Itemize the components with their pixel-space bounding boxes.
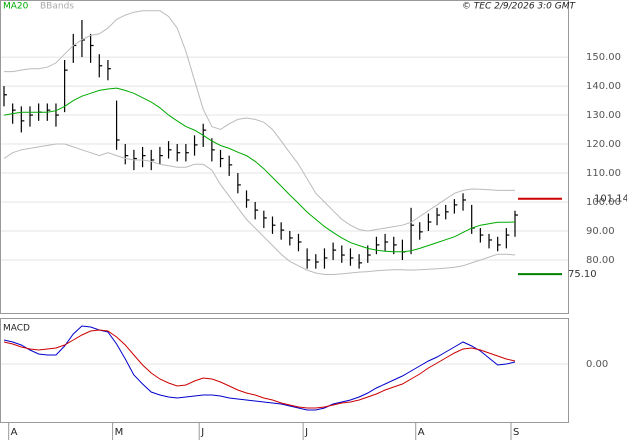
y-tick-label: 150.00: [586, 52, 621, 63]
y-tick-label: 120.00: [586, 139, 621, 150]
ma-line: [3, 87, 516, 253]
x-tick-label: S: [513, 427, 519, 438]
x-tick-label: J: [200, 427, 204, 438]
price-panel: [0, 0, 569, 314]
band-lower: [3, 143, 516, 275]
band-upper: [4, 10, 515, 232]
macd-line: [3, 325, 516, 411]
x-tick-label: M: [115, 427, 124, 438]
legend-ma: MA20: [3, 2, 29, 12]
y-tick-label: 80.00: [586, 255, 615, 266]
y-tick-label: 110.00: [586, 168, 621, 179]
y-tick-label: 140.00: [586, 81, 621, 92]
y-tick-label: 130.00: [586, 110, 621, 121]
credit: © TEC 2/9/2026 3:0 GMT: [462, 2, 577, 12]
x-tick-label: A: [418, 427, 425, 438]
level-label: 101.14: [594, 194, 627, 205]
x-tick-label: A: [11, 427, 18, 438]
y-tick-label: 0.00: [586, 359, 608, 370]
macd-title: MACD: [3, 324, 30, 334]
y-tick-label: 100.00: [586, 197, 621, 208]
level-label: 75.10: [568, 269, 597, 280]
y-tick-label: 90.00: [586, 226, 615, 237]
x-tick-label: J: [304, 427, 308, 438]
legend-bbands: BBands: [40, 2, 74, 12]
macd-line: [3, 329, 516, 409]
macd-panel: [0, 318, 569, 423]
